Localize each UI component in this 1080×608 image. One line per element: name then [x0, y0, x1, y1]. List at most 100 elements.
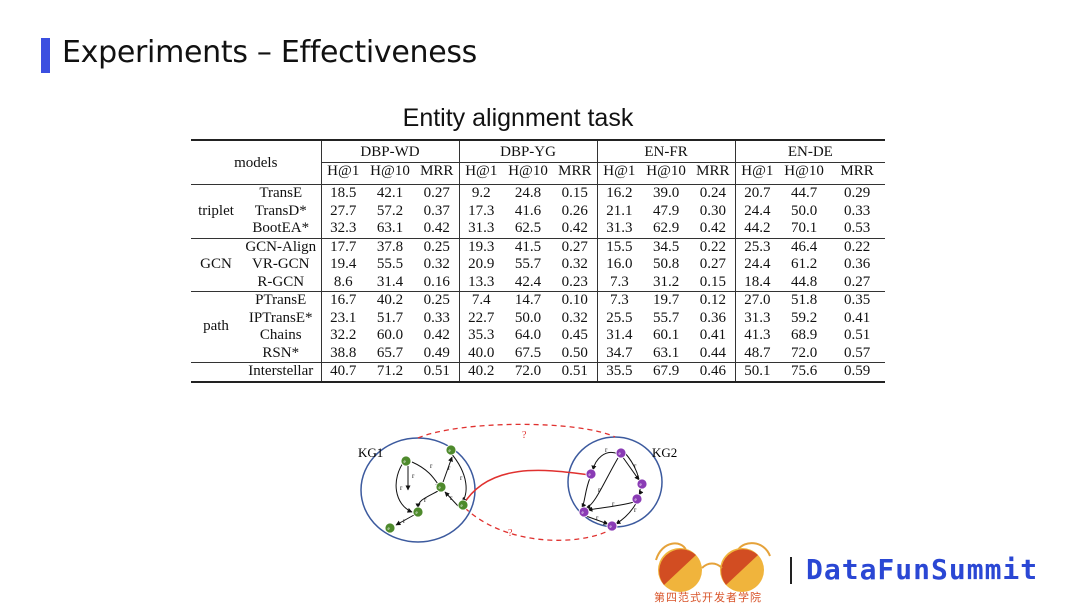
- brand-subtitle: 第四范式开发者学院: [654, 591, 762, 604]
- metric-cell: 15.5: [596, 237, 642, 256]
- dataset-header: EN-DE: [734, 139, 886, 163]
- metric-cell: 16.7: [320, 291, 365, 310]
- table-header-row: models DBP-WD DBP-YG EN-FR EN-DE: [191, 139, 886, 185]
- relation-label: r: [596, 514, 599, 522]
- metric-cell: 39.0: [641, 184, 692, 203]
- relation-label: r: [403, 517, 406, 525]
- table-row: RSN* 38.8 65.7 0.49 40.0 67.5 0.50 34.7 63.1 0.44…: [191, 344, 885, 363]
- metric-cell: 0.45: [561, 327, 588, 343]
- metric-cell: 21.1: [596, 202, 642, 220]
- metric-cell: 37.8: [365, 237, 415, 256]
- kg2-edge: [587, 501, 635, 512]
- metric-cell: 0.15: [553, 184, 598, 203]
- relation-label: r: [605, 446, 608, 454]
- metric-cell: 0.35: [829, 291, 886, 310]
- metric-cell: 46.4: [779, 237, 830, 256]
- metric-cell: 19.3: [458, 237, 504, 256]
- table-row: IPTransE* 23.1 51.7 0.33 22.7 50.0 0.32 25.5 55.…: [191, 309, 885, 327]
- metric-cell: 18.4: [734, 273, 780, 292]
- metric-cell: 44.2: [734, 220, 780, 238]
- metric-cell: 31.3: [734, 309, 780, 327]
- metric-cell: 0.36: [843, 256, 871, 272]
- metric-cell: 24.4: [734, 202, 780, 220]
- entity-label: e: [404, 460, 407, 465]
- metric-cell: 31.4: [376, 273, 404, 290]
- kg2-edge: [624, 452, 644, 496]
- kg2-entity-node: [615, 447, 627, 459]
- logo-swirl: [655, 542, 687, 561]
- metric-cell: 35.3: [458, 327, 504, 345]
- metric-cell: 38.8: [320, 344, 365, 363]
- kg1-entity-node: [384, 522, 396, 534]
- metric-cell: 60.1: [652, 327, 680, 343]
- metric-cell: 40.0: [458, 344, 504, 363]
- metric-header: MRR: [840, 162, 874, 179]
- metric-cell: 67.9: [641, 362, 692, 383]
- metric-cell: 0.23: [561, 273, 588, 290]
- metric-cell: 0.32: [423, 256, 450, 272]
- relation-label: r: [448, 464, 451, 472]
- metric-header: MRR: [696, 162, 730, 179]
- metric-cell: 0.27: [699, 256, 726, 272]
- metric-cell: 40.2: [365, 291, 415, 310]
- metric-cell: 64.0: [514, 327, 542, 343]
- metric-cell: 35.5: [596, 362, 642, 383]
- model-name: Chains: [259, 327, 302, 343]
- metric-cell: 25.5: [596, 309, 642, 327]
- models-header: models: [191, 139, 321, 185]
- metric-cell: 13.3: [458, 273, 504, 292]
- metric-cell: 34.7: [596, 344, 642, 363]
- metric-cell: 47.9: [652, 202, 680, 219]
- metric-header: H@1: [596, 162, 642, 185]
- kg1-entity-node: [435, 481, 447, 493]
- metric-cell: 0.42: [561, 220, 588, 236]
- relation-label: r: [612, 500, 615, 508]
- metric-cell: 16.2: [596, 184, 642, 203]
- metric-cell: 31.2: [652, 273, 680, 290]
- kg1-edge: [415, 489, 441, 509]
- kg1-edge: [395, 514, 415, 526]
- metric-cell: 0.15: [699, 273, 726, 290]
- metric-cell: 44.8: [790, 273, 818, 290]
- metric-cell: 0.51: [415, 362, 460, 383]
- metric-cell: 63.1: [376, 220, 404, 236]
- entity-label: e: [449, 449, 452, 454]
- logo-bridge: [701, 562, 723, 569]
- metric-cell: 0.29: [829, 184, 886, 203]
- metric-cell: 0.12: [691, 291, 736, 310]
- metric-cell: 71.2: [365, 362, 415, 383]
- metric-cell: 55.7: [652, 309, 680, 326]
- kg2-edge: [585, 457, 619, 509]
- kg2-edge: [581, 477, 591, 509]
- dashed-link-top: [417, 423, 616, 439]
- kg2-label: KG2: [652, 445, 677, 460]
- table-row: BootEA* 32.3 63.1 0.42 31.3 62.5 0.42 31.3 62.9 0…: [191, 220, 885, 238]
- kg1-entity-node: [400, 455, 412, 467]
- metric-cell: 0.10: [553, 291, 598, 310]
- metric-cell: 0.46: [691, 362, 736, 383]
- metric-cell: 0.25: [415, 291, 460, 310]
- model-name: TransD*: [254, 202, 307, 219]
- metric-cell: 17.3: [458, 202, 504, 220]
- metric-cell: 19.7: [641, 291, 692, 310]
- metric-cell: 41.3: [734, 327, 780, 345]
- relation-label: r: [598, 486, 601, 494]
- title-accent-bar: [41, 38, 50, 73]
- metric-cell: 50.0: [514, 309, 542, 326]
- metric-cell: 0.22: [691, 237, 736, 256]
- metric-cell: 0.27: [553, 237, 598, 256]
- metric-cell: 61.2: [790, 256, 818, 272]
- metric-cell: 0.59: [829, 362, 886, 383]
- dataset-header: DBP-YG: [458, 139, 598, 163]
- metric-header: MRR: [558, 162, 592, 179]
- metric-cell: 0.33: [423, 309, 450, 326]
- metric-cell: 20.7: [734, 184, 780, 203]
- metric-cell: 0.50: [561, 344, 588, 361]
- table-row: triplet TransE 18.5 42.1 0.27 9.2 24.8 0.15 16.2…: [191, 184, 886, 238]
- table-row: path PTransE 16.7 40.2 0.25 7.4 14.7 0.10 7.3 19.…: [191, 291, 886, 363]
- metric-header: H@10: [784, 162, 824, 179]
- metric-cell: 62.9: [652, 220, 680, 236]
- logo-right-lens-half: [721, 549, 758, 585]
- metric-cell: 0.44: [699, 344, 726, 361]
- relation-label: r: [430, 462, 433, 470]
